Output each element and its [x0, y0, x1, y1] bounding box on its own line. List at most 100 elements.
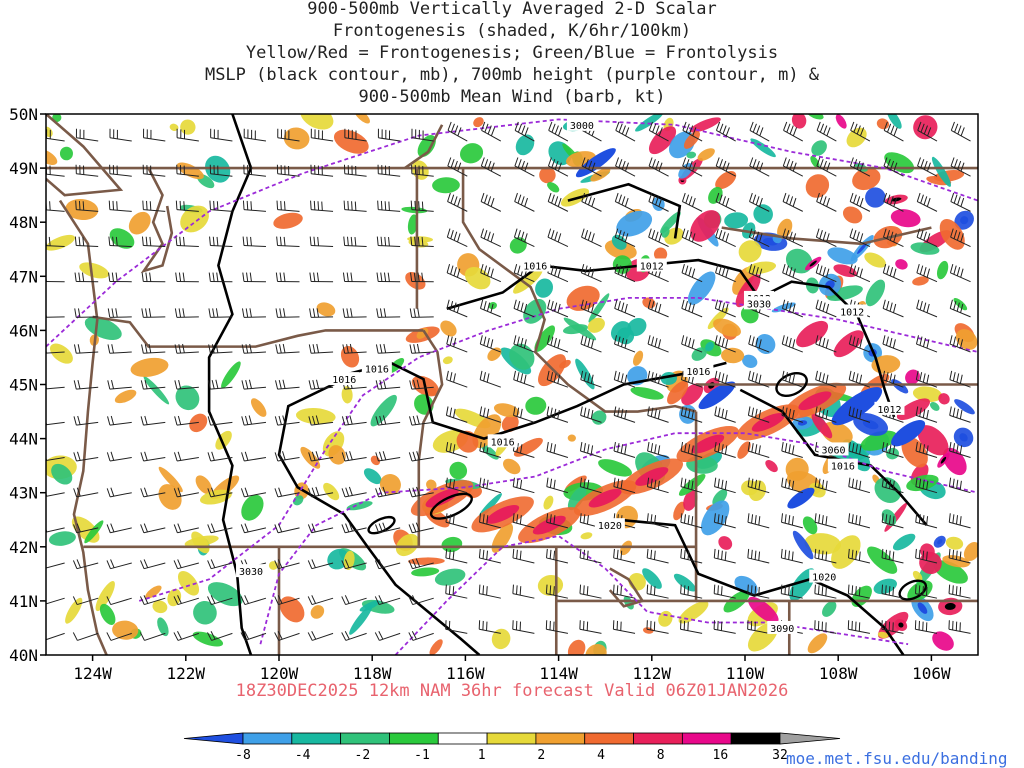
frontogenesis-cell: [46, 126, 53, 138]
wind-barb-feather: [483, 230, 488, 239]
wind-barb-feather: [347, 236, 349, 246]
lon-label: 106W: [912, 664, 951, 683]
colorbar-label: -2: [355, 748, 371, 763]
wind-barb-feather: [949, 370, 953, 380]
wind-barb-feather: [915, 513, 918, 523]
wind-barb-feather: [547, 228, 552, 238]
wind-barb-feather: [553, 444, 556, 454]
wind-barb: [46, 632, 65, 641]
mslp-label-bg: [809, 569, 840, 583]
frontogenesis-cell: [279, 596, 305, 623]
wind-barb-feather: [881, 513, 884, 523]
mslp-label: 1016: [523, 261, 547, 272]
mslp-closed-contour: [898, 579, 928, 601]
frontogenesis-cell: [440, 320, 457, 337]
height-label: 3000: [570, 121, 594, 132]
wind-barb-feather: [549, 585, 552, 595]
wind-barb-feather: [316, 379, 320, 389]
wind-barb-feather: [282, 415, 286, 425]
wind-barb-feather: [926, 162, 931, 172]
wind-barb-feather: [748, 370, 751, 380]
wind-barb-feather: [587, 444, 590, 454]
wind-barb-feather: [814, 406, 818, 416]
wind-barb-feather: [613, 548, 615, 558]
wind-barb-feather: [546, 335, 550, 345]
wind-barb-feather: [851, 549, 854, 559]
wind-barb-feather: [583, 478, 586, 488]
wind-barb-feather: [143, 559, 149, 568]
wind-barb-feather: [825, 551, 828, 561]
wind-barb-feather: [923, 302, 927, 312]
wind-barb-feather: [721, 515, 724, 525]
wind-barb-feather: [725, 233, 730, 243]
wind-barb-feather: [315, 415, 320, 425]
frontogenesis-cell: [827, 247, 858, 265]
wind-barb-feather: [791, 445, 795, 455]
wind-barb-feather: [792, 409, 795, 420]
frontogenesis-cell: [295, 408, 336, 425]
wind-barb-feather: [717, 478, 720, 488]
wind-barb-feather: [814, 548, 817, 558]
frontogenesis-cell: [792, 530, 814, 560]
wind-barb-feather: [889, 267, 894, 276]
wind-barb-feather: [354, 201, 357, 211]
wind-barb-feather: [788, 373, 792, 383]
wind-barb-feather: [416, 415, 420, 425]
wind-barb-feather: [149, 236, 152, 246]
frontogenesis-cell: [175, 385, 200, 411]
wind-barb-feather: [687, 515, 690, 525]
frontogenesis-cell: [712, 489, 728, 507]
wind-barb-feather: [780, 548, 783, 558]
wind-barb-feather: [478, 584, 481, 594]
wind-barb-feather: [782, 264, 786, 273]
frontogenesis-cell: [407, 214, 418, 235]
wind-barb-feather: [383, 379, 387, 389]
wind-barb-feather: [379, 379, 383, 389]
wind-barb-feather: [212, 308, 215, 318]
frontogenesis-cell: [547, 182, 560, 193]
wind-barb-feather: [684, 301, 688, 311]
wind-barb-feather: [482, 443, 486, 453]
wind-barb-feather: [654, 479, 657, 489]
wind-barb-feather: [714, 370, 718, 380]
wind-barb-feather: [554, 125, 559, 135]
wind-barb-feather: [784, 585, 787, 595]
wind-barb-feather: [307, 524, 313, 533]
wind-barb-feather: [792, 339, 796, 349]
mslp-label: 1020: [812, 573, 836, 584]
wind-barb-feather: [557, 339, 561, 349]
wind-barb-feather: [919, 230, 924, 239]
frontogenesis-core: [937, 539, 943, 545]
colorbar-swatch: [584, 732, 634, 745]
wind-barb-feather: [343, 200, 346, 210]
wind-barb-feather: [851, 514, 854, 524]
wind-barb-feather: [591, 268, 595, 278]
frontogenesis-cell: [777, 218, 793, 239]
frontogenesis-cell: [283, 127, 310, 150]
wind-barb-feather: [375, 380, 379, 390]
wind-barb-feather: [919, 265, 924, 275]
frontogenesis-cell: [874, 477, 902, 503]
wind-barb-feather: [207, 632, 213, 641]
wind-barb-feather: [859, 374, 863, 384]
wind-barb-feather: [788, 302, 793, 312]
wind-barb-feather: [490, 303, 494, 313]
wind-barb-feather: [553, 337, 557, 347]
wind-barb-feather: [691, 233, 696, 243]
wind-barb-feather: [882, 370, 886, 380]
wind-barb-feather: [73, 524, 78, 533]
wind-barb-feather: [346, 344, 349, 354]
wind-barb-feather: [175, 200, 178, 210]
colorbar-label: -8: [235, 748, 251, 763]
credit-link[interactable]: moe.met.fsu.edu/banding: [786, 749, 1008, 768]
wind-barb-feather: [516, 514, 519, 524]
wind-barb-feather: [959, 445, 963, 455]
wind-barb-feather: [384, 236, 387, 246]
wind-barb-feather: [815, 264, 820, 273]
wind-barb-feather: [917, 121, 922, 131]
wind-barb-feather: [140, 488, 145, 498]
wind-barb-feather: [953, 194, 958, 204]
wind-barb-feather: [546, 406, 550, 416]
wind-barb-feather: [826, 127, 831, 137]
wind-barb-feather: [274, 488, 279, 498]
